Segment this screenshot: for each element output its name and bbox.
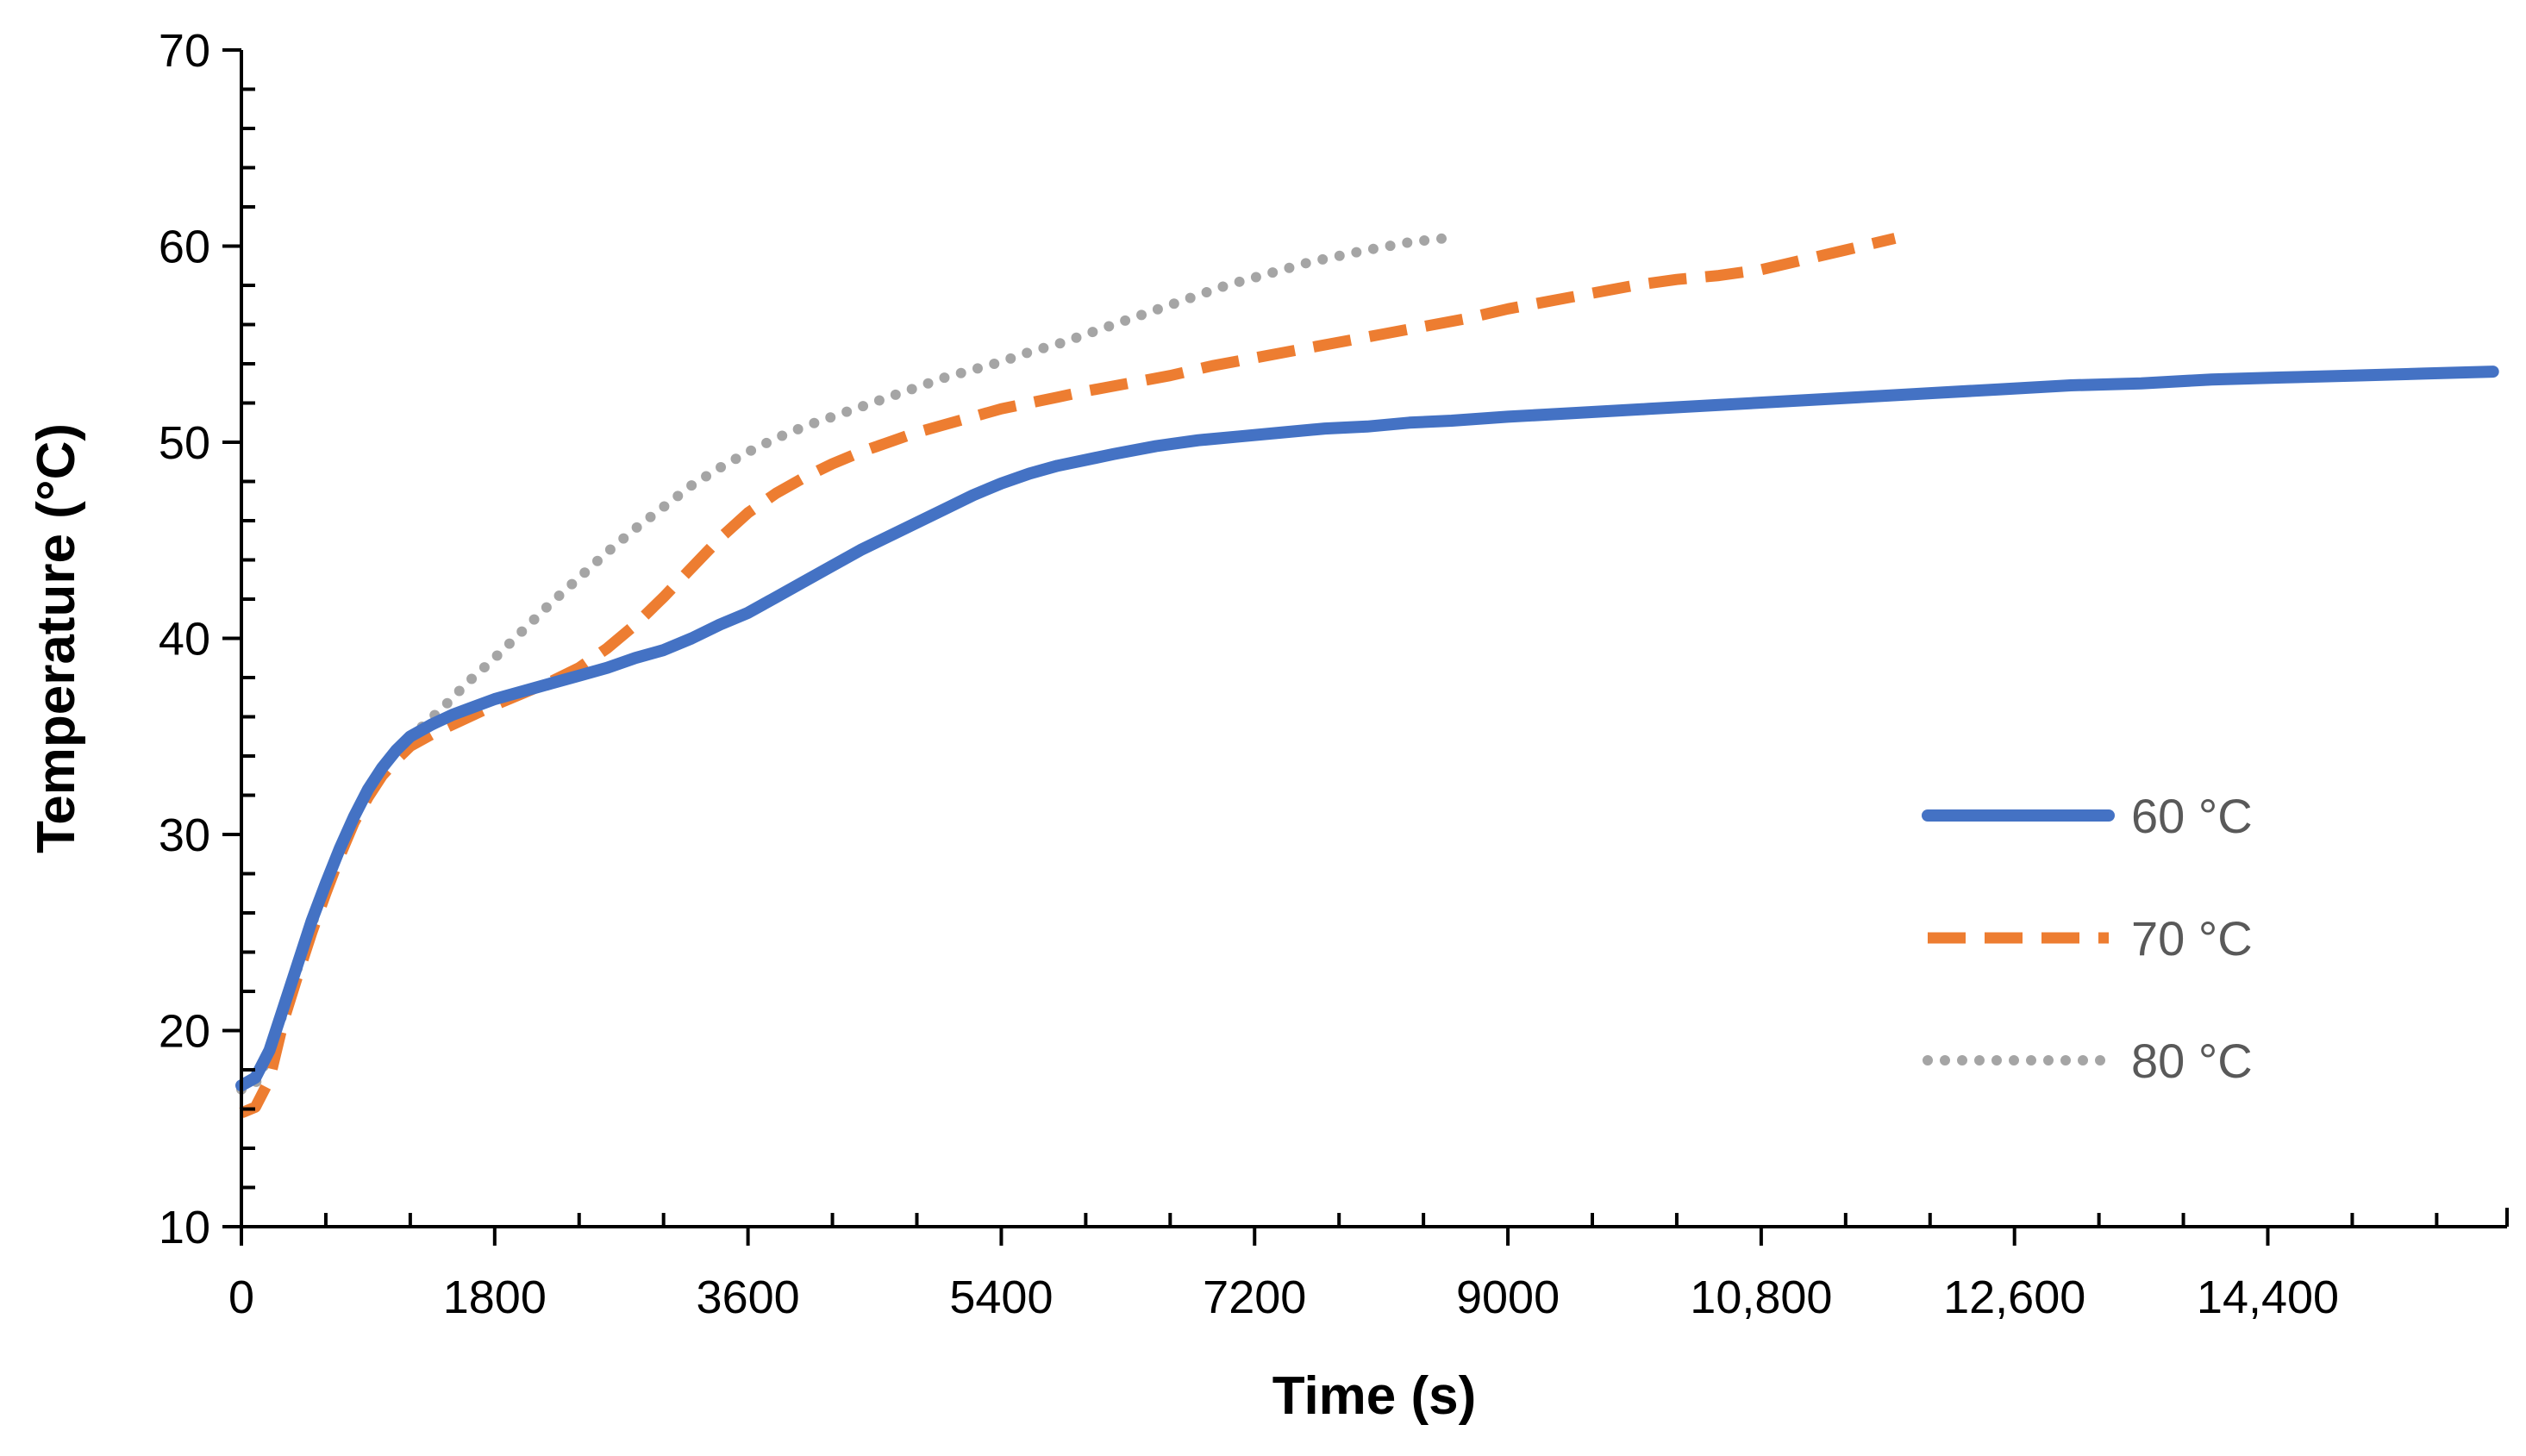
x-tick-label: 9000 [1456, 1272, 1560, 1323]
legend-label: 70 °C [2131, 911, 2253, 965]
plot-series-group [235, 233, 2499, 1118]
y-axis-title: Temperature (°C) [27, 423, 86, 853]
x-tick-label: 12,600 [1943, 1272, 2085, 1323]
y-tick-label: 60 [159, 222, 210, 273]
y-tick-label: 50 [159, 417, 210, 469]
y-tick-label: 70 [159, 25, 210, 77]
x-tick-label: 7200 [1203, 1272, 1306, 1323]
y-tick-label: 20 [159, 1006, 210, 1058]
tick-labels-group: 10 20 30 40 50 60 70 0 1800 3600 5400 7200 9000 10,80… [159, 25, 2339, 1323]
series-line-solid [235, 366, 2499, 1092]
x-tick-label: 0 [228, 1272, 254, 1323]
series-line-dotted [236, 233, 1450, 1095]
x-axis-title: Time (s) [1272, 1366, 1477, 1426]
y-tick-label: 30 [159, 809, 210, 861]
legend-label: 80 °C [2131, 1034, 2253, 1088]
x-tick-label: 3600 [697, 1272, 800, 1323]
x-tick-label: 1800 [443, 1272, 547, 1323]
legend: 60 °C 70 °C 80 °C [1922, 789, 2253, 1088]
series-line-dashed [239, 233, 1897, 1118]
ticks-group [222, 48, 2439, 1246]
legend-label: 60 °C [2131, 789, 2253, 843]
y-tick-label: 40 [159, 614, 210, 666]
x-tick-label: 10,800 [1690, 1272, 1832, 1323]
x-tick-label: 14,400 [2197, 1272, 2339, 1323]
y-tick-label: 10 [159, 1202, 210, 1253]
x-tick-label: 5400 [949, 1272, 1053, 1323]
